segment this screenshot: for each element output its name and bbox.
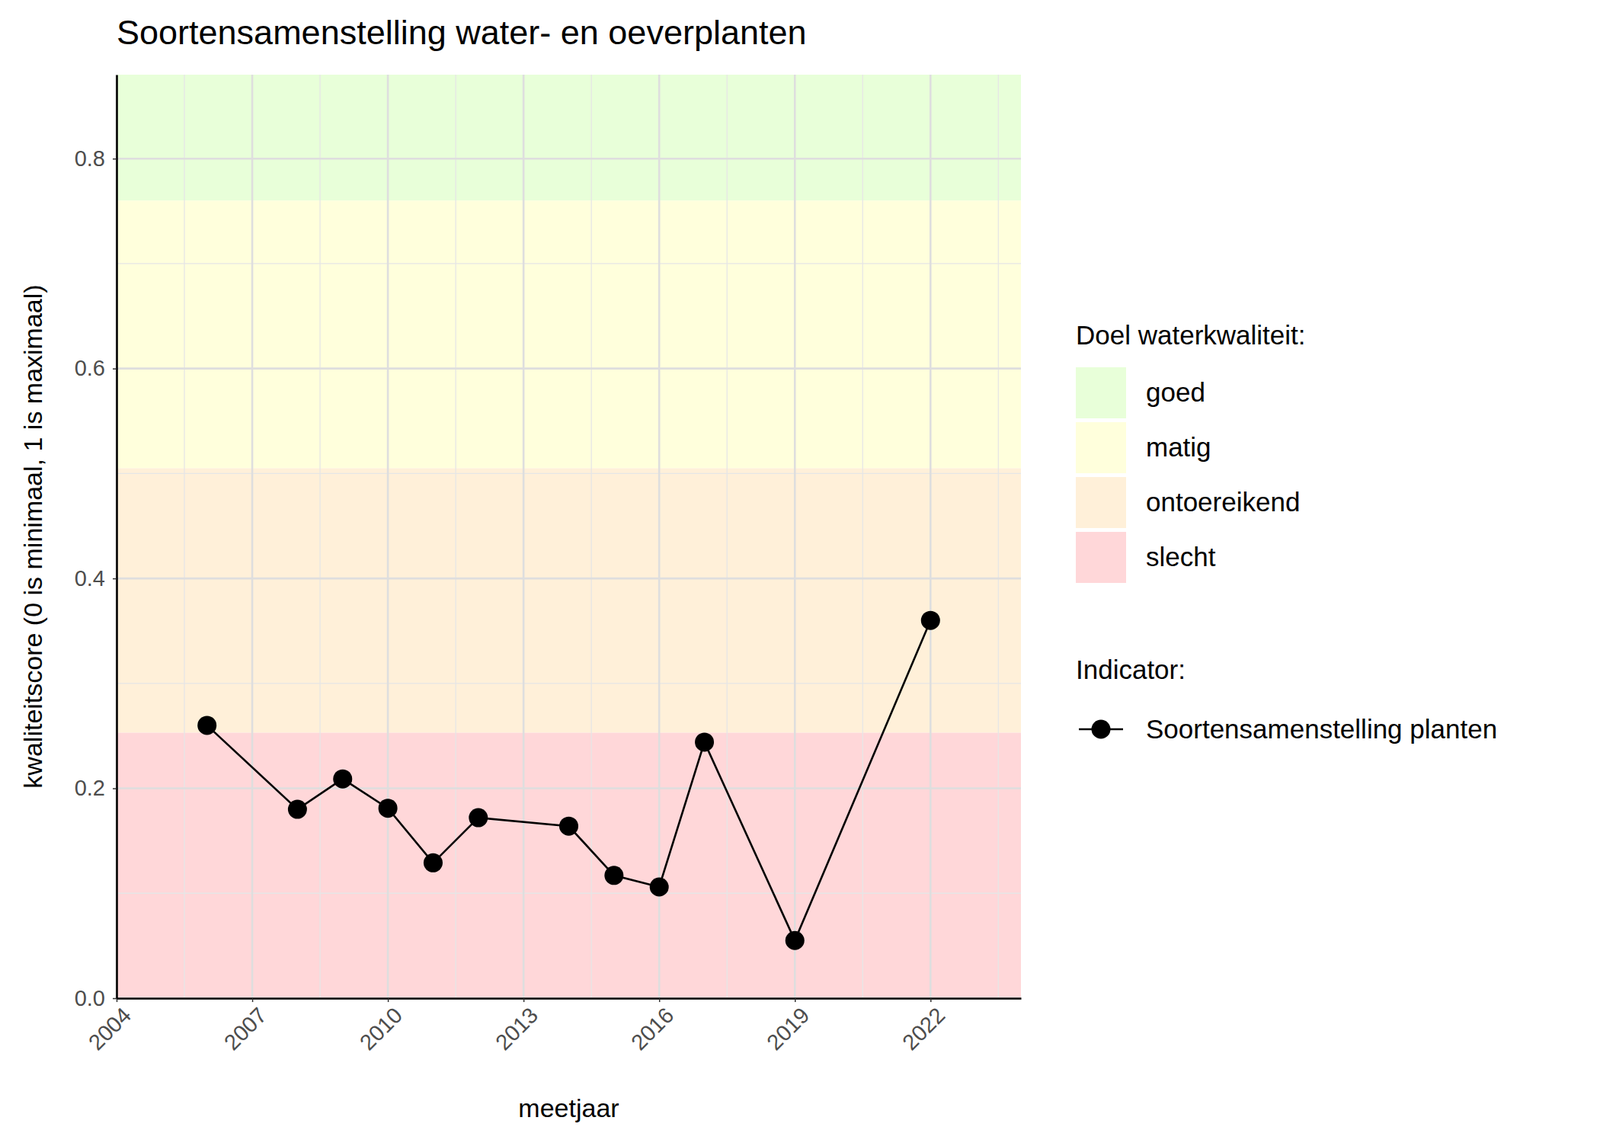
y-axis-title: kwaliteitscore (0 is minimaal, 1 is maxi…: [18, 284, 48, 788]
tick-label: 2004: [83, 1002, 136, 1055]
chart: 2004 2007 2010 2013 2016 2019 2022 0.0 0.2 0.4 0.6…: [0, 0, 1600, 1143]
tick: 2013: [490, 998, 543, 1055]
grid-line: [116, 157, 1021, 160]
legend-label: matig: [1145, 432, 1212, 462]
tick: 2016: [626, 998, 679, 1055]
legend: Doel waterkwaliteit: goed matig ontoereiken…: [1075, 320, 1498, 744]
title: Soortensamenstelling water- en oeverplan…: [116, 12, 807, 52]
data-point: [332, 769, 352, 789]
legend-swatch: [1075, 476, 1127, 528]
legend-swatch: [1075, 422, 1127, 474]
tick-label: 0.8: [74, 146, 106, 171]
x-axis: 2004 2007 2010 2013 2016 2019 2022: [83, 998, 1022, 1055]
legend-label: goed: [1145, 377, 1206, 407]
tick-label: 2010: [355, 1002, 407, 1055]
tick: 2010: [355, 998, 407, 1055]
tick-mark: [659, 998, 661, 1002]
minor-grid-line: [862, 74, 864, 999]
tick: 0.2: [74, 775, 117, 800]
minor-grid-line: [998, 74, 999, 999]
data-point: [694, 732, 714, 752]
axis-line: [115, 75, 119, 999]
data-point: [559, 816, 579, 836]
tick: 2022: [897, 998, 950, 1055]
tick-label: 2013: [490, 1002, 543, 1055]
grid-line: [116, 577, 1021, 580]
tick-mark: [112, 787, 117, 790]
legend-label: ontoereikend: [1145, 486, 1300, 517]
grid-line: [387, 74, 390, 999]
tick-mark: [523, 998, 525, 1002]
tick-label: 2022: [897, 1002, 950, 1055]
x-axis-title: meetjaar: [518, 1093, 619, 1123]
minor-grid-line: [183, 74, 185, 999]
grid-line: [929, 74, 932, 999]
tick-label: 0.0: [74, 985, 106, 1011]
tick-mark: [112, 578, 117, 580]
legend-marker: [1091, 720, 1111, 740]
grid: [116, 74, 1021, 999]
data-point: [197, 715, 217, 735]
legend-title: Indicator:: [1075, 654, 1186, 685]
data-point: [649, 877, 669, 897]
tick: 2007: [219, 998, 272, 1055]
grid-line: [116, 367, 1021, 370]
grid-line: [115, 74, 119, 999]
tick-mark: [112, 998, 117, 1000]
tick-mark: [112, 368, 117, 370]
tick-label: 2019: [761, 1002, 814, 1055]
tick-label: 2016: [626, 1002, 679, 1055]
y-axis: 0.0 0.2 0.4 0.6 0.8: [74, 75, 118, 1011]
grid-line: [116, 787, 1021, 790]
series-line: [207, 620, 932, 941]
legend-swatch: [1075, 367, 1127, 419]
data-point: [468, 808, 488, 828]
grid-line: [658, 74, 661, 999]
tick-mark: [252, 998, 254, 1002]
minor-grid-line: [454, 74, 456, 999]
grid-line: [251, 74, 254, 999]
legend-title: Doel waterkwaliteit:: [1075, 320, 1306, 350]
tick-mark: [387, 998, 390, 1002]
tick-label: 2007: [219, 1002, 272, 1055]
tick: 0.4: [74, 566, 117, 591]
tick-label: 0.4: [74, 566, 106, 591]
tick-mark: [930, 998, 932, 1002]
minor-grid-line: [591, 74, 592, 999]
grid-line: [522, 74, 525, 999]
tick-label: 0.2: [74, 775, 106, 800]
tick-label: 0.6: [74, 355, 106, 381]
data-point: [921, 611, 941, 631]
tick: 0.8: [74, 146, 117, 171]
tick: 2019: [761, 998, 814, 1055]
legend-label: slecht: [1145, 541, 1216, 572]
bands: [116, 74, 1021, 999]
minor-grid-line: [726, 74, 728, 999]
data-point: [785, 931, 805, 951]
grid-line: [793, 74, 797, 999]
data-point: [288, 800, 308, 820]
data: [197, 611, 941, 951]
minor-grid-line: [319, 74, 320, 999]
tick-mark: [112, 158, 117, 160]
legend-swatch: [1075, 531, 1127, 583]
data-point: [423, 853, 443, 873]
data-point: [604, 865, 624, 885]
tick-mark: [794, 998, 797, 1002]
legend-label: Soortensamenstelling planten: [1145, 713, 1498, 744]
tick: 0.6: [74, 355, 117, 381]
data-point: [378, 798, 398, 818]
tick: 0.0: [74, 985, 117, 1011]
